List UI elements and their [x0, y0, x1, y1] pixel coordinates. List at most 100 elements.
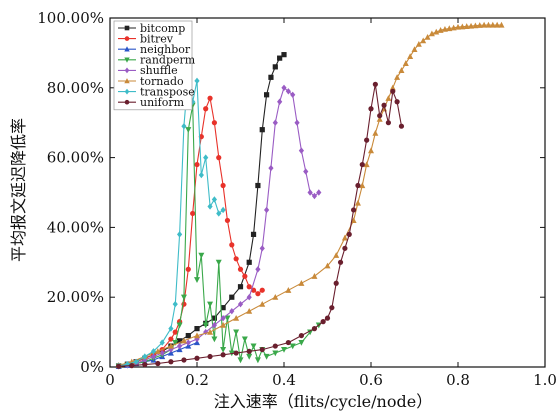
x-tick-label: 1.0 [533, 371, 557, 389]
data-point [381, 102, 387, 108]
data-point [181, 357, 187, 363]
data-point [194, 77, 200, 85]
data-point [194, 326, 200, 332]
data-point [272, 64, 278, 70]
data-point [246, 307, 253, 314]
data-point [359, 161, 365, 168]
data-point [415, 40, 422, 47]
data-point [272, 350, 279, 357]
legend-label: bitcomp [140, 22, 185, 35]
data-point [428, 30, 435, 37]
data-point [264, 206, 270, 214]
data-point [194, 332, 200, 339]
data-point [489, 21, 496, 28]
data-point [424, 33, 431, 40]
y-tick-label: 80.00% [47, 79, 104, 97]
x-tick-label: 0.8 [446, 371, 470, 389]
data-point [441, 25, 448, 32]
data-point [255, 266, 261, 273]
legend-label: bitrev [140, 32, 174, 45]
data-point [372, 81, 378, 87]
data-point [272, 119, 278, 126]
x-axis-label: 注入速率（flits/cycle/node） [214, 392, 432, 411]
data-point [177, 231, 183, 238]
data-point [281, 346, 287, 353]
data-point [285, 287, 292, 293]
data-point [233, 256, 239, 262]
legend-label: uniform [140, 96, 185, 109]
data-point [333, 280, 339, 286]
data-point [290, 91, 296, 98]
data-point [281, 52, 287, 58]
data-point [346, 231, 352, 237]
data-point [150, 348, 157, 355]
data-point [229, 242, 235, 248]
data-point [229, 294, 235, 300]
data-point [272, 294, 279, 300]
data-point [168, 359, 174, 365]
data-point [498, 21, 505, 28]
legend-label: shuffle [140, 64, 178, 77]
data-point [359, 182, 366, 189]
data-point [185, 266, 191, 272]
data-point [476, 22, 483, 28]
data-point [394, 99, 400, 105]
legend-label: randperm [140, 54, 196, 67]
data-point [185, 127, 192, 133]
y-tick-label: 40.00% [47, 218, 104, 236]
data-point [246, 259, 252, 265]
data-point [294, 119, 300, 126]
legend-item-tornado: tornado [118, 75, 184, 88]
data-point [394, 74, 401, 80]
data-point [446, 25, 453, 32]
data-point [364, 137, 370, 143]
data-point [233, 350, 239, 356]
data-point [298, 339, 305, 346]
data-point [329, 305, 335, 311]
data-point [259, 287, 265, 293]
data-point [337, 259, 344, 265]
data-point [485, 21, 492, 28]
data-point [181, 122, 187, 130]
data-point [298, 332, 304, 339]
data-point [264, 92, 270, 98]
data-point [211, 336, 218, 343]
x-tick-label: 0.2 [185, 371, 209, 389]
data-point [124, 36, 130, 41]
data-point [268, 164, 274, 172]
data-point [342, 245, 348, 251]
data-point [124, 57, 130, 63]
data-point [224, 315, 231, 322]
data-point [368, 106, 374, 112]
plot-frame [109, 17, 546, 368]
data-point [211, 321, 217, 329]
data-point [203, 154, 209, 161]
legend-item-uniform: uniform [118, 96, 185, 109]
series-randperm [115, 102, 322, 370]
data-point [324, 315, 331, 321]
data-point [324, 262, 331, 269]
data-point [255, 291, 261, 297]
y-tick-label: 0% [80, 358, 104, 376]
series-transpose [116, 70, 226, 370]
data-point [420, 37, 427, 44]
data-point [272, 343, 278, 349]
data-point [250, 231, 257, 237]
data-point [281, 84, 287, 91]
series-line-bitrev [118, 96, 263, 367]
data-point [116, 363, 122, 369]
data-point [468, 22, 475, 29]
data-point [437, 27, 444, 33]
data-point [472, 22, 479, 29]
data-point [351, 207, 357, 213]
data-point [390, 88, 396, 94]
data-point [376, 116, 383, 122]
data-point [203, 106, 209, 112]
data-point [320, 319, 326, 325]
legend: bitcompbitrevneighborrandpermshuffletorn… [113, 20, 196, 111]
data-point [129, 363, 135, 369]
data-point [167, 342, 174, 349]
data-point [215, 259, 222, 266]
data-point [194, 277, 200, 283]
data-point [142, 361, 148, 368]
